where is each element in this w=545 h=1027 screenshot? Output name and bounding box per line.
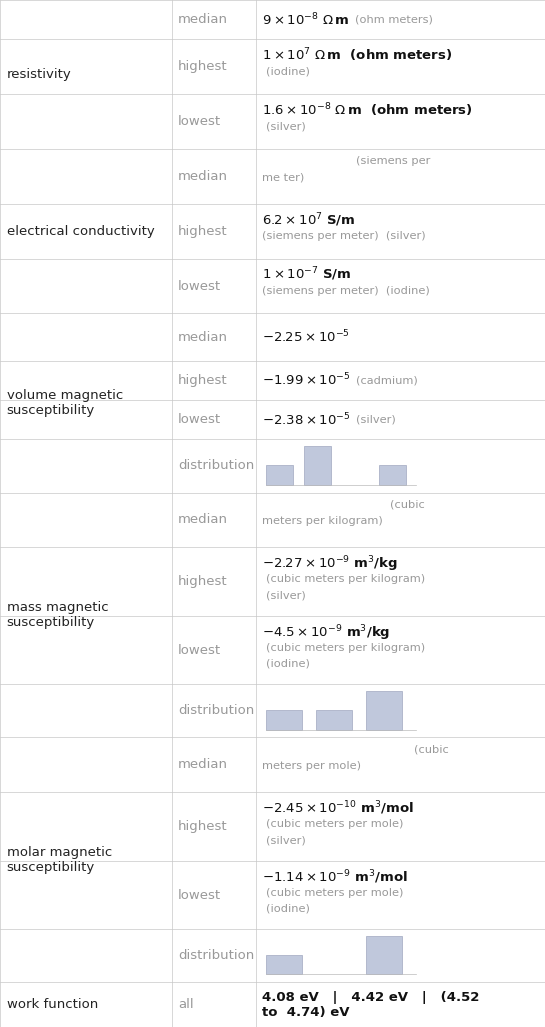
Bar: [316, 711, 352, 729]
Text: highest: highest: [178, 374, 228, 387]
Bar: [266, 465, 293, 485]
Bar: [266, 711, 302, 729]
Text: lowest: lowest: [178, 413, 221, 426]
Text: resistivity: resistivity: [7, 68, 71, 81]
Text: volume magnetic
susceptibility: volume magnetic susceptibility: [7, 389, 123, 417]
Text: (siemens per meter)  (iodine): (siemens per meter) (iodine): [262, 286, 429, 296]
Text: median: median: [178, 169, 228, 183]
Bar: [304, 447, 331, 485]
Text: meters per kilogram): meters per kilogram): [262, 517, 383, 526]
Text: highest: highest: [178, 225, 228, 238]
Text: (cubic meters per mole): (cubic meters per mole): [266, 887, 403, 898]
Bar: [366, 937, 402, 975]
Text: lowest: lowest: [178, 888, 221, 902]
Text: all: all: [178, 998, 194, 1012]
Text: (ohm meters): (ohm meters): [355, 14, 433, 25]
Text: highest: highest: [178, 821, 228, 833]
Text: $1\times10^{-7}$ S/m: $1\times10^{-7}$ S/m: [262, 266, 351, 283]
Text: lowest: lowest: [178, 115, 221, 128]
Text: distribution: distribution: [178, 459, 255, 472]
Text: median: median: [178, 331, 228, 344]
Text: $-2.25\times10^{-5}$: $-2.25\times10^{-5}$: [262, 329, 349, 345]
Text: $-2.45\times10^{-10}$ m$^{3}$/mol: $-2.45\times10^{-10}$ m$^{3}$/mol: [262, 799, 414, 817]
Text: median: median: [178, 514, 228, 527]
Text: median: median: [178, 13, 228, 27]
Bar: [379, 465, 405, 485]
Text: highest: highest: [178, 575, 228, 588]
Text: $1.6\times10^{-8}$ $\Omega\,$m  (ohm meters): $1.6\times10^{-8}$ $\Omega\,$m (ohm mete…: [262, 102, 473, 119]
Text: work function: work function: [7, 998, 98, 1012]
Text: $1\times10^{7}$ $\Omega\,$m  (ohm meters): $1\times10^{7}$ $\Omega\,$m (ohm meters): [262, 46, 452, 65]
Text: 4.08 eV   |   4.42 eV   |   (4.52
to  4.74) eV: 4.08 eV | 4.42 eV | (4.52 to 4.74) eV: [262, 991, 479, 1019]
Text: (cubic meters per kilogram): (cubic meters per kilogram): [266, 643, 425, 653]
Text: median: median: [178, 758, 228, 771]
Text: (cubic meters per mole): (cubic meters per mole): [266, 820, 403, 829]
Text: mass magnetic
susceptibility: mass magnetic susceptibility: [7, 601, 108, 629]
Text: (silver): (silver): [266, 121, 306, 131]
Bar: [366, 691, 402, 729]
Text: (cubic meters per kilogram): (cubic meters per kilogram): [266, 574, 425, 584]
Text: $-4.5\times10^{-9}$ m$^{3}$/kg: $-4.5\times10^{-9}$ m$^{3}$/kg: [262, 623, 390, 643]
Text: (silver): (silver): [266, 591, 306, 600]
Text: me ter): me ter): [262, 173, 304, 183]
Text: (silver): (silver): [266, 835, 306, 845]
Text: $-1.14\times10^{-9}$ m$^{3}$/mol: $-1.14\times10^{-9}$ m$^{3}$/mol: [262, 868, 408, 885]
Text: (cadmium): (cadmium): [356, 375, 418, 385]
Text: electrical conductivity: electrical conductivity: [7, 225, 154, 238]
Text: (iodine): (iodine): [266, 904, 310, 914]
Text: $-1.99\times10^{-5}$: $-1.99\times10^{-5}$: [262, 372, 350, 388]
Text: (iodine): (iodine): [266, 67, 310, 76]
Text: distribution: distribution: [178, 949, 255, 962]
Text: $6.2\times10^{7}$ S/m: $6.2\times10^{7}$ S/m: [262, 211, 355, 229]
Text: $-2.27\times10^{-9}$ m$^{3}$/kg: $-2.27\times10^{-9}$ m$^{3}$/kg: [262, 555, 397, 574]
Text: (iodine): (iodine): [266, 658, 310, 669]
Text: (cubic: (cubic: [390, 500, 425, 509]
Text: distribution: distribution: [178, 705, 255, 718]
Text: molar magnetic
susceptibility: molar magnetic susceptibility: [7, 846, 112, 874]
Text: highest: highest: [178, 61, 228, 73]
Text: $-2.38\times10^{-5}$: $-2.38\times10^{-5}$: [262, 412, 350, 428]
Text: lowest: lowest: [178, 644, 221, 656]
Text: (silver): (silver): [356, 415, 396, 425]
Text: (cubic: (cubic: [414, 745, 449, 755]
Bar: [266, 955, 302, 975]
Text: (siemens per: (siemens per: [356, 156, 431, 166]
Text: (siemens per meter)  (silver): (siemens per meter) (silver): [262, 231, 425, 241]
Text: meters per mole): meters per mole): [262, 761, 361, 771]
Text: lowest: lowest: [178, 279, 221, 293]
Text: $9\times10^{-8}$ $\Omega\,$m: $9\times10^{-8}$ $\Omega\,$m: [262, 11, 349, 28]
